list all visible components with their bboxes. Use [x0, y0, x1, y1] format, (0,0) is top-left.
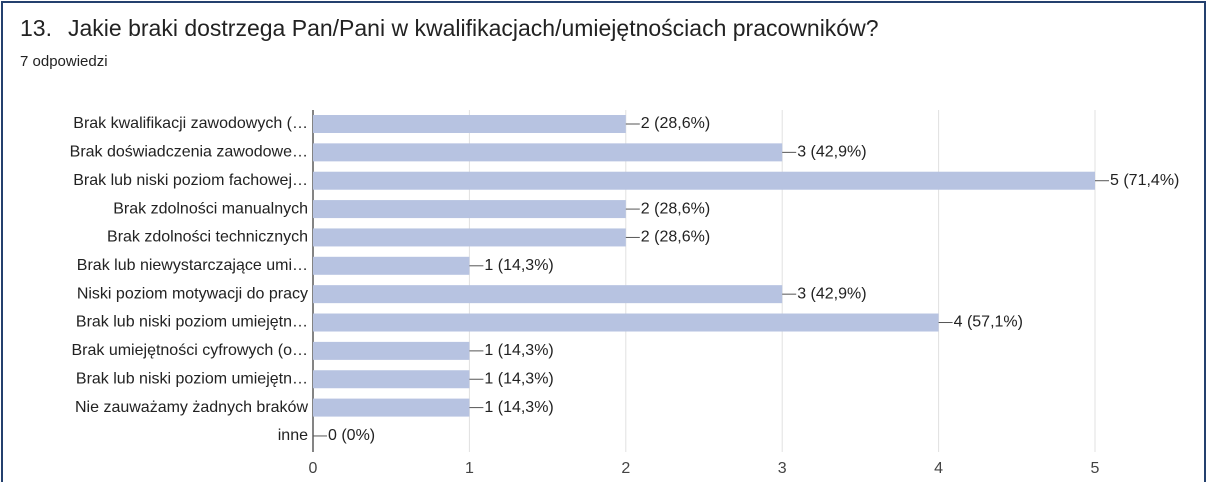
x-tick-label: 1 — [465, 460, 474, 477]
y-tick-label: Niski poziom motywacji do pracy — [77, 285, 308, 302]
value-label: 1 (14,3%) — [484, 342, 553, 359]
y-tick-label: inne — [278, 427, 308, 444]
value-label: 1 (14,3%) — [484, 399, 553, 416]
y-tick-label: Brak lub niewystarczające umi… — [77, 257, 308, 274]
x-tick-label: 2 — [621, 460, 630, 477]
value-label: 1 (14,3%) — [484, 370, 553, 387]
value-label: 3 (42,9%) — [797, 144, 866, 161]
bar — [313, 313, 939, 332]
bar — [313, 256, 470, 275]
chart-subtitle: 7 odpowiedzi — [20, 53, 108, 70]
bar — [313, 200, 626, 219]
bar — [313, 398, 470, 417]
chart-title: Jakie braki dostrzega Pan/Pani w kwalifi… — [68, 15, 879, 41]
bar — [313, 285, 783, 304]
y-tick-label: Brak zdolności technicznych — [107, 229, 308, 246]
x-tick-label: 3 — [778, 460, 787, 477]
value-label: 4 (57,1%) — [954, 314, 1023, 331]
value-label: 2 (28,6%) — [641, 200, 710, 217]
value-label: 2 (28,6%) — [641, 115, 710, 132]
value-label: 3 (42,9%) — [797, 285, 866, 302]
value-label: 5 (71,4%) — [1110, 172, 1179, 189]
y-tick-label: Brak zdolności manualnych — [113, 200, 308, 217]
y-tick-label: Brak lub niski poziom umiejętn… — [76, 370, 308, 387]
value-label: 1 (14,3%) — [484, 257, 553, 274]
x-tick-label: 0 — [309, 460, 318, 477]
y-tick-label: Brak doświadczenia zawodowe… — [70, 144, 308, 161]
y-tick-label: Brak lub niski poziom umiejętn… — [76, 314, 308, 331]
y-tick-label: Brak kwalifikacji zawodowych (… — [73, 115, 308, 132]
x-tick-label: 5 — [1091, 460, 1100, 477]
x-tick-label: 4 — [934, 460, 943, 477]
bar — [313, 370, 470, 389]
y-tick-label: Brak umiejętności cyfrowych (o… — [71, 342, 308, 359]
value-label: 0 (0%) — [328, 427, 375, 444]
bar — [313, 228, 626, 247]
y-tick-label: Nie zauważamy żadnych braków — [75, 399, 308, 416]
bar — [313, 171, 1095, 190]
bar — [313, 341, 470, 360]
y-tick-label: Brak lub niski poziom fachowej… — [73, 172, 308, 189]
bar — [313, 115, 626, 133]
question-number: 13. — [20, 15, 52, 41]
bar — [313, 143, 783, 162]
value-label: 2 (28,6%) — [641, 229, 710, 246]
